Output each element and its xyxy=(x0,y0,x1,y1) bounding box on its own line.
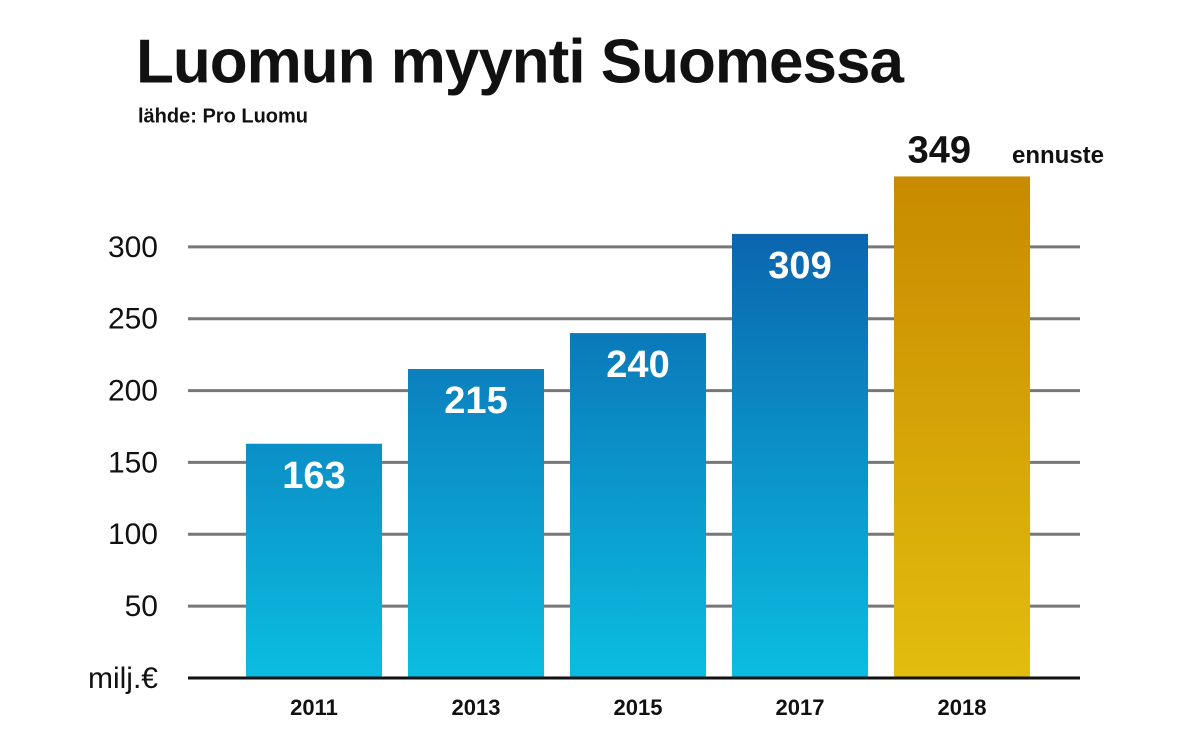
x-tick-label: 2013 xyxy=(452,695,501,720)
bar xyxy=(408,369,544,678)
y-tick-label: 200 xyxy=(108,374,158,407)
x-tick-label: 2011 xyxy=(290,695,338,720)
bar xyxy=(894,176,1030,679)
y-tick-label: 50 xyxy=(125,590,158,623)
annotation: ennuste xyxy=(1012,142,1104,169)
value-label: 309 xyxy=(768,245,831,287)
bar xyxy=(246,443,382,678)
y-tick-label: 150 xyxy=(108,446,158,479)
x-tick-label: 2017 xyxy=(776,695,825,720)
value-label: 240 xyxy=(606,344,669,386)
x-tick-label: 2018 xyxy=(938,695,987,720)
value-label: 215 xyxy=(444,380,507,422)
y-tick-label: 250 xyxy=(108,303,158,336)
y-tick-label: milj.€ xyxy=(88,662,158,695)
y-tick-label: 100 xyxy=(108,518,158,551)
x-tick-label: 2015 xyxy=(614,695,663,720)
chart-title: Luomun myynti Suomessa xyxy=(136,27,904,96)
bar xyxy=(570,333,706,678)
value-label: 163 xyxy=(282,455,345,497)
chart-subtitle: lähde: Pro Luomu xyxy=(138,105,308,127)
value-label: 349 xyxy=(908,129,971,171)
y-tick-label: 300 xyxy=(108,231,158,264)
bar xyxy=(732,233,868,678)
